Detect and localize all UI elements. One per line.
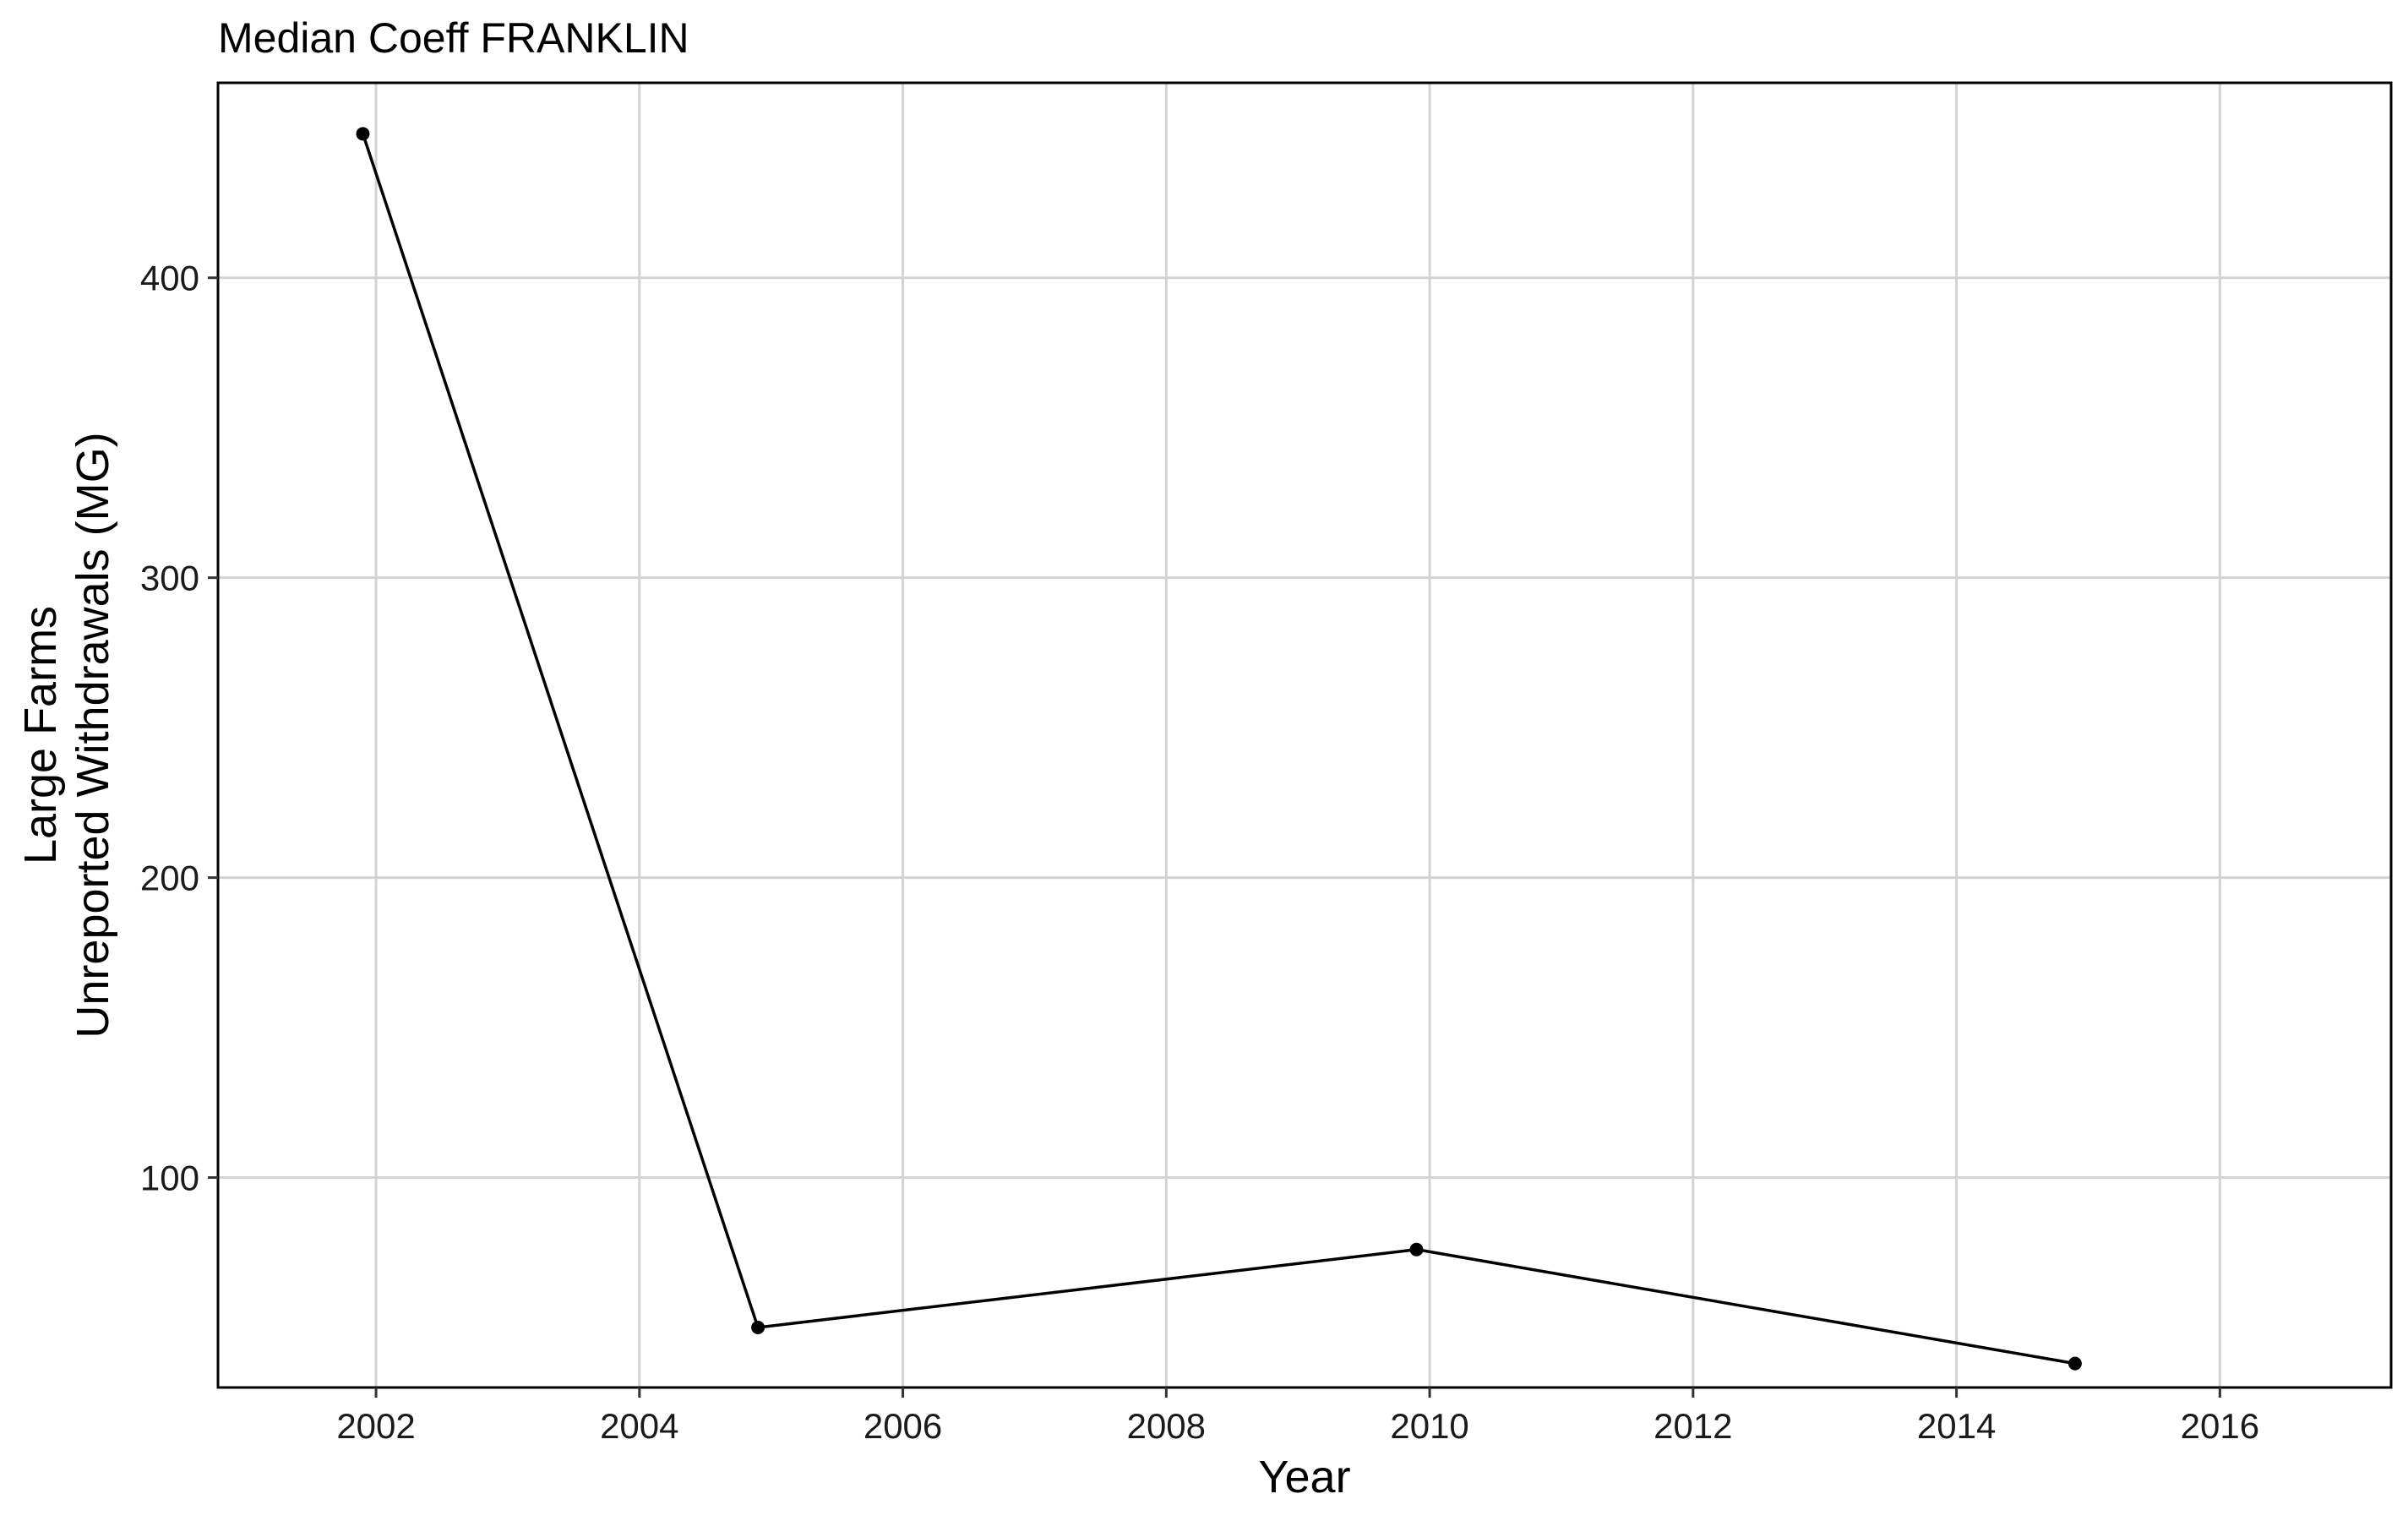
- x-tick-label: 2004: [600, 1406, 678, 1446]
- plot-panel: [216, 81, 2393, 1389]
- x-tick-label: 2002: [336, 1406, 415, 1446]
- x-tick-label: 2006: [864, 1406, 942, 1446]
- data-point: [1409, 1242, 1424, 1257]
- y-tick-label: 400: [140, 259, 199, 298]
- y-axis-ticks: 100 200 300 400: [140, 259, 218, 1198]
- data-points: [356, 127, 2082, 1371]
- x-tick-label: 2016: [2181, 1406, 2259, 1446]
- x-tick-label: 2010: [1390, 1406, 1468, 1446]
- y-axis-title-line-1: Large Farms: [15, 606, 66, 864]
- data-point: [2068, 1356, 2082, 1371]
- x-tick-label: 2008: [1127, 1406, 1206, 1446]
- chart-title: Median Coeff FRANKLIN: [218, 14, 689, 62]
- y-gridlines: [218, 276, 2391, 1180]
- series-line: [361, 133, 2076, 1366]
- data-point: [751, 1321, 765, 1335]
- x-axis-ticks: 2002 2004 2006 2008 2010 2012 2014 2016: [336, 1387, 2259, 1446]
- y-tick-label: 300: [140, 559, 199, 598]
- y-axis-title-line-2: Unreported Withdrawals (MG): [68, 432, 118, 1038]
- data-point: [356, 127, 370, 141]
- x-tick-label: 2014: [1917, 1406, 1996, 1446]
- y-tick-label: 100: [140, 1158, 199, 1198]
- x-tick-label: 2012: [1653, 1406, 1732, 1446]
- x-gridlines: [374, 83, 2221, 1387]
- y-tick-label: 200: [140, 859, 199, 898]
- x-axis-title: Year: [1258, 1452, 1350, 1502]
